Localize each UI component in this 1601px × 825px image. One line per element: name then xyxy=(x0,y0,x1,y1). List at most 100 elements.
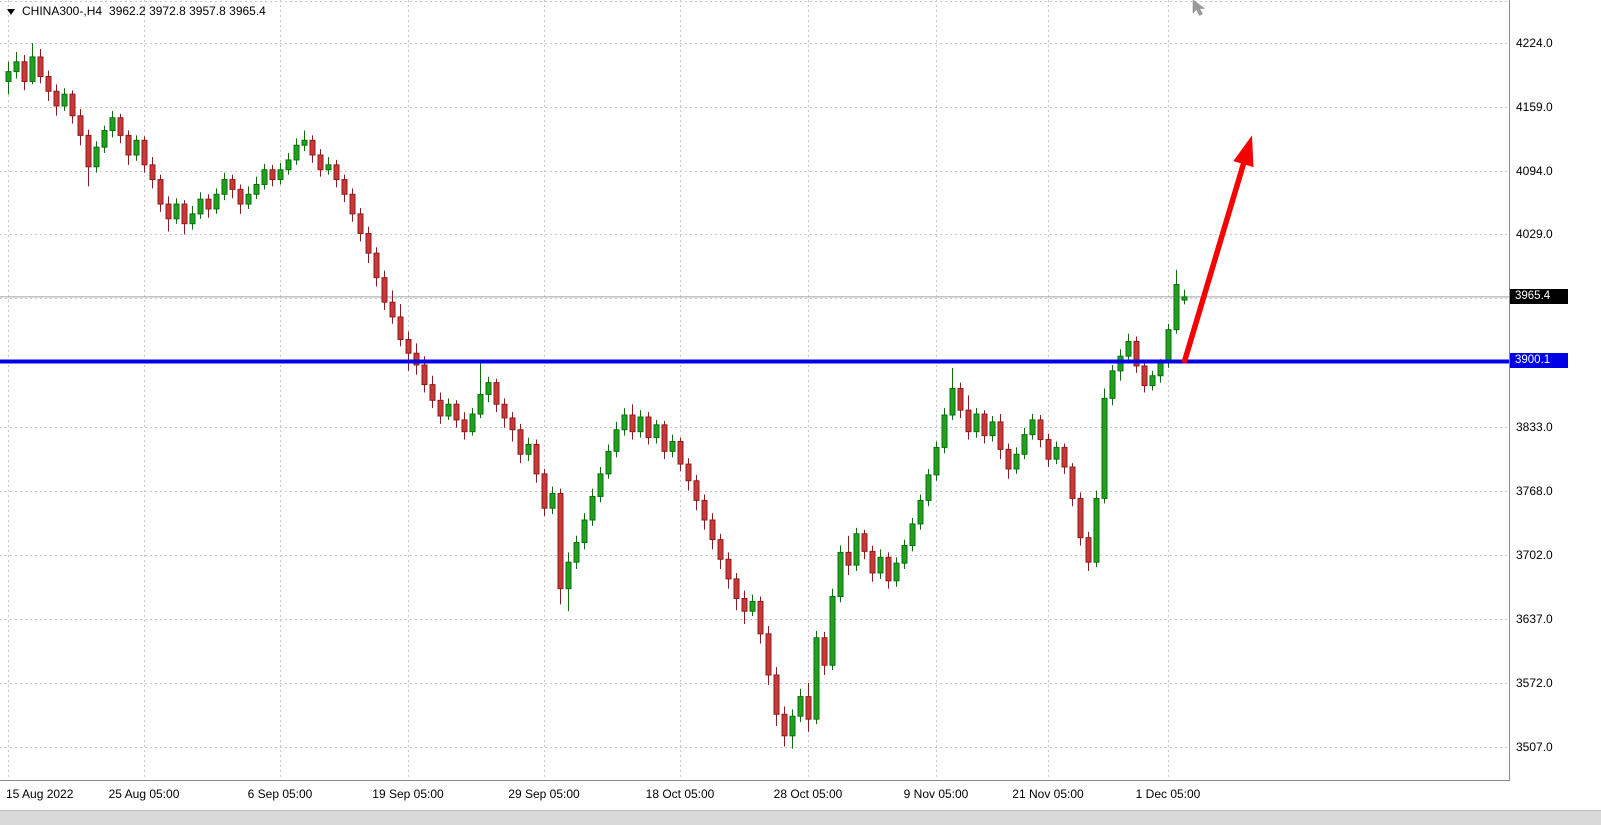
candle-body xyxy=(1037,419,1044,441)
candle-body xyxy=(117,117,124,136)
candle-body xyxy=(205,198,212,210)
candle-body xyxy=(1149,375,1156,387)
candle-body xyxy=(365,233,372,254)
price-tick-label: 4159.0 xyxy=(1516,99,1553,114)
candle-body xyxy=(189,213,196,225)
candle-body xyxy=(61,93,68,107)
candle-body xyxy=(253,183,260,195)
price-tick-label: 3507.0 xyxy=(1516,739,1553,754)
candle-body xyxy=(797,696,804,717)
mouse-cursor-icon xyxy=(1192,0,1206,16)
candle-body xyxy=(173,203,180,220)
candle-body xyxy=(1069,466,1076,499)
candle-body xyxy=(381,277,388,303)
candle-body xyxy=(157,179,164,205)
candle-body xyxy=(757,600,764,635)
candle-body xyxy=(93,146,100,168)
candle-body xyxy=(949,388,956,416)
candle-body xyxy=(261,169,268,185)
candle-body xyxy=(981,413,988,437)
candle-body xyxy=(493,382,500,405)
candle-body xyxy=(629,414,636,433)
candle-body xyxy=(589,495,596,521)
price-tick-label: 4224.0 xyxy=(1516,36,1553,51)
candle-body xyxy=(53,90,60,107)
symbol-timeframe-label: CHINA300-,H4 xyxy=(22,4,103,18)
candle-body xyxy=(109,117,116,131)
price-tick-label: 3637.0 xyxy=(1516,612,1553,627)
candle-body xyxy=(917,499,924,525)
candle-body xyxy=(309,139,316,156)
candle-body xyxy=(789,715,796,737)
candle-body xyxy=(1093,497,1100,563)
candle-body xyxy=(357,213,364,235)
candle-body xyxy=(933,446,940,476)
candle-body xyxy=(1077,497,1084,539)
candle-body xyxy=(693,480,700,501)
candle-body xyxy=(557,493,564,590)
candle-body xyxy=(413,352,420,366)
candle-body xyxy=(301,139,308,146)
candle-body xyxy=(525,443,532,455)
time-tick-label: 29 Sep 05:00 xyxy=(508,787,580,801)
candle-body xyxy=(69,93,76,117)
price-tick-label: 3833.0 xyxy=(1516,419,1553,434)
candle-body xyxy=(325,164,332,171)
candle-body xyxy=(269,169,276,181)
candle-body xyxy=(837,551,844,598)
price-chart-canvas[interactable] xyxy=(0,0,1510,781)
time-tick-label: 18 Oct 05:00 xyxy=(645,787,715,801)
candle-body xyxy=(77,115,84,136)
candle-body xyxy=(749,600,756,612)
candle-body xyxy=(1117,355,1124,372)
candle-body xyxy=(125,134,132,156)
trend-arrow-head[interactable] xyxy=(1233,135,1254,168)
candle-body xyxy=(445,403,452,417)
candle-body xyxy=(213,193,220,210)
candle-body xyxy=(101,129,108,148)
candle-body xyxy=(317,154,324,171)
price-tick-label: 3702.0 xyxy=(1516,548,1553,563)
candle-body xyxy=(237,188,244,205)
candle-body xyxy=(701,499,708,521)
candle-body xyxy=(1133,340,1140,367)
candle-body xyxy=(533,443,540,475)
candle-body xyxy=(1045,439,1052,460)
candle-body xyxy=(1109,370,1116,399)
candle-body xyxy=(373,252,380,279)
price-axis[interactable]: 4224.0 4159.0 4094.0 4029.0 3833.0 3768.0 3702… xyxy=(1510,0,1601,781)
candle-body xyxy=(1005,448,1012,470)
candle-body xyxy=(869,550,876,574)
time-tick-label: 28 Oct 05:00 xyxy=(773,787,843,801)
candle-body xyxy=(1157,362,1164,377)
candle-body xyxy=(997,421,1004,450)
candle-body xyxy=(853,533,860,566)
candle-body xyxy=(661,424,668,452)
candle-body xyxy=(149,164,156,181)
time-tick-label: 6 Sep 05:00 xyxy=(247,787,313,801)
candle-body xyxy=(469,413,476,433)
candle-body xyxy=(397,316,404,340)
time-tick-label: 15 Aug 2022 xyxy=(6,787,74,801)
candle-body xyxy=(893,562,900,582)
time-axis[interactable]: 15 Aug 2022 25 Aug 05:00 6 Sep 05:00 19 Sep… xyxy=(0,781,1510,810)
candle-body xyxy=(453,403,460,421)
candle-body xyxy=(285,159,292,171)
candle-body xyxy=(941,414,948,448)
trend-arrow-shaft[interactable] xyxy=(1181,157,1248,364)
candle-body xyxy=(581,519,588,544)
candle-body xyxy=(597,473,604,497)
price-tick-label: 4094.0 xyxy=(1516,163,1553,178)
candle-body xyxy=(37,56,44,78)
candle-body xyxy=(141,139,148,166)
candle-body xyxy=(13,61,20,73)
time-tick-label: 1 Dec 05:00 xyxy=(1135,787,1201,801)
candle-body xyxy=(1061,446,1068,468)
candle-body xyxy=(1013,453,1020,470)
candle-body xyxy=(5,71,12,82)
candle-body xyxy=(277,169,284,181)
candle-body xyxy=(957,388,964,411)
candle-body xyxy=(229,179,236,190)
candle-body xyxy=(1085,537,1092,563)
candle-body xyxy=(773,674,780,715)
